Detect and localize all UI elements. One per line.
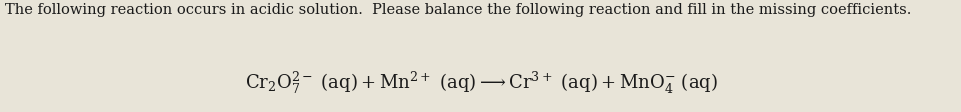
Text: $\mathregular{Cr_2O_7^{2-}\ (aq) + Mn^{2+}\ (aq) \longrightarrow Cr^{3+}\ (aq) +: $\mathregular{Cr_2O_7^{2-}\ (aq) + Mn^{2… — [244, 69, 717, 95]
Text: The following reaction occurs in acidic solution.  Please balance the following : The following reaction occurs in acidic … — [5, 3, 910, 17]
